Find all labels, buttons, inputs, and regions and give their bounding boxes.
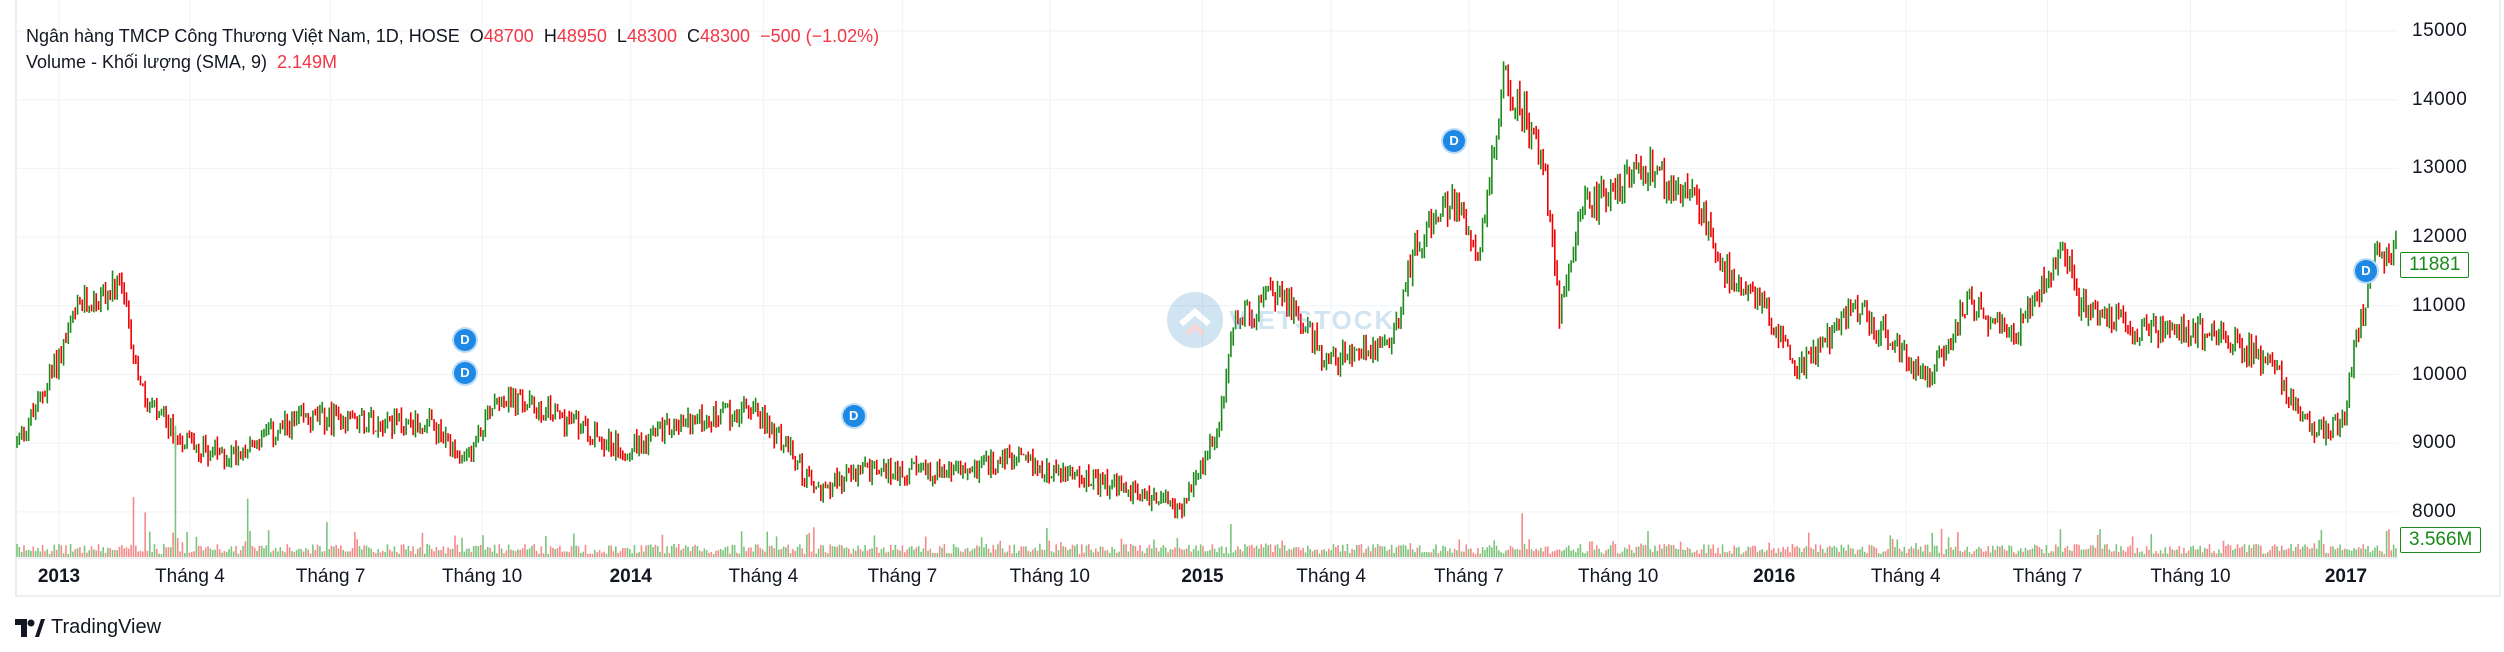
watermark: VIETSTOCK	[1165, 290, 1395, 350]
time-tick-label: 2017	[2324, 566, 2368, 587]
chart-frame	[15, 0, 2501, 597]
watermark-text: VIETSTOCK	[1229, 304, 1396, 335]
time-tick-label: Tháng 10	[441, 566, 523, 587]
dividend-marker[interactable]: D	[1443, 129, 1466, 152]
symbol-title: Ngân hàng TMCP Công Thương Việt Nam, 1D,…	[26, 26, 460, 46]
price-tick-label: 9000	[2412, 432, 2457, 454]
time-tick-label: Tháng 4	[155, 566, 225, 587]
volume-value: 2.149M	[276, 52, 338, 72]
time-tick-label: Tháng 7	[867, 566, 938, 587]
close-label: C	[687, 26, 701, 46]
dividend-marker[interactable]: D	[2355, 260, 2377, 283]
price-tick-label: 12000	[2412, 226, 2468, 248]
tradingview-logo[interactable]: TradingView	[15, 616, 161, 639]
tradingview-logo-icon	[15, 618, 45, 637]
low-value: 48300	[626, 26, 677, 46]
time-tick-label: 2015	[1181, 566, 1224, 587]
watermark-logo-icon	[1167, 292, 1223, 348]
price-tick-label: 14000	[2412, 88, 2468, 110]
high-value: 48950	[556, 26, 607, 46]
low-label: L	[616, 26, 627, 46]
open-label: O	[469, 26, 484, 46]
time-tick-label: Tháng 7	[1434, 566, 1504, 587]
price-tick-label: 8000	[2412, 500, 2457, 522]
price-tick-label: 10000	[2412, 363, 2468, 385]
last-volume-label: 3.566M	[2400, 527, 2482, 553]
dividend-marker[interactable]: D	[453, 362, 476, 385]
close-value: 48300	[700, 26, 751, 46]
time-tick-label: Tháng 10	[1578, 566, 1659, 587]
volume-legend[interactable]: Volume - Khối lượng (SMA, 9) 2.149M	[26, 52, 337, 73]
open-value: 48700	[483, 26, 534, 46]
last-price-label: 11881	[2400, 252, 2470, 278]
time-tick-label: Tháng 10	[1009, 566, 1090, 587]
symbol-legend[interactable]: Ngân hàng TMCP Công Thương Việt Nam, 1D,…	[26, 26, 879, 47]
change-value: −500 (−1.02%)	[760, 26, 880, 46]
volume-title: Volume - Khối lượng (SMA, 9)	[26, 52, 267, 72]
brand-name: TradingView	[51, 616, 162, 638]
time-tick-label: 2016	[1753, 566, 1796, 587]
time-tick-label: 2014	[609, 566, 652, 587]
time-tick-label: 2013	[37, 566, 81, 587]
time-tick-label: Tháng 4	[728, 566, 799, 587]
time-tick-label: Tháng 7	[2012, 566, 2083, 587]
time-tick-label: Tháng 4	[1296, 566, 1367, 587]
price-tick-label: 11000	[2412, 294, 2466, 316]
time-tick-label: Tháng 7	[295, 566, 366, 587]
time-tick-label: Tháng 4	[1870, 566, 1941, 587]
dividend-marker[interactable]: D	[842, 404, 865, 427]
time-tick-label: Tháng 10	[2150, 566, 2231, 587]
price-tick-label: 15000	[2412, 20, 2468, 41]
price-tick-label: 13000	[2412, 157, 2468, 179]
dividend-marker[interactable]: D	[453, 329, 476, 352]
high-label: H	[543, 26, 557, 46]
